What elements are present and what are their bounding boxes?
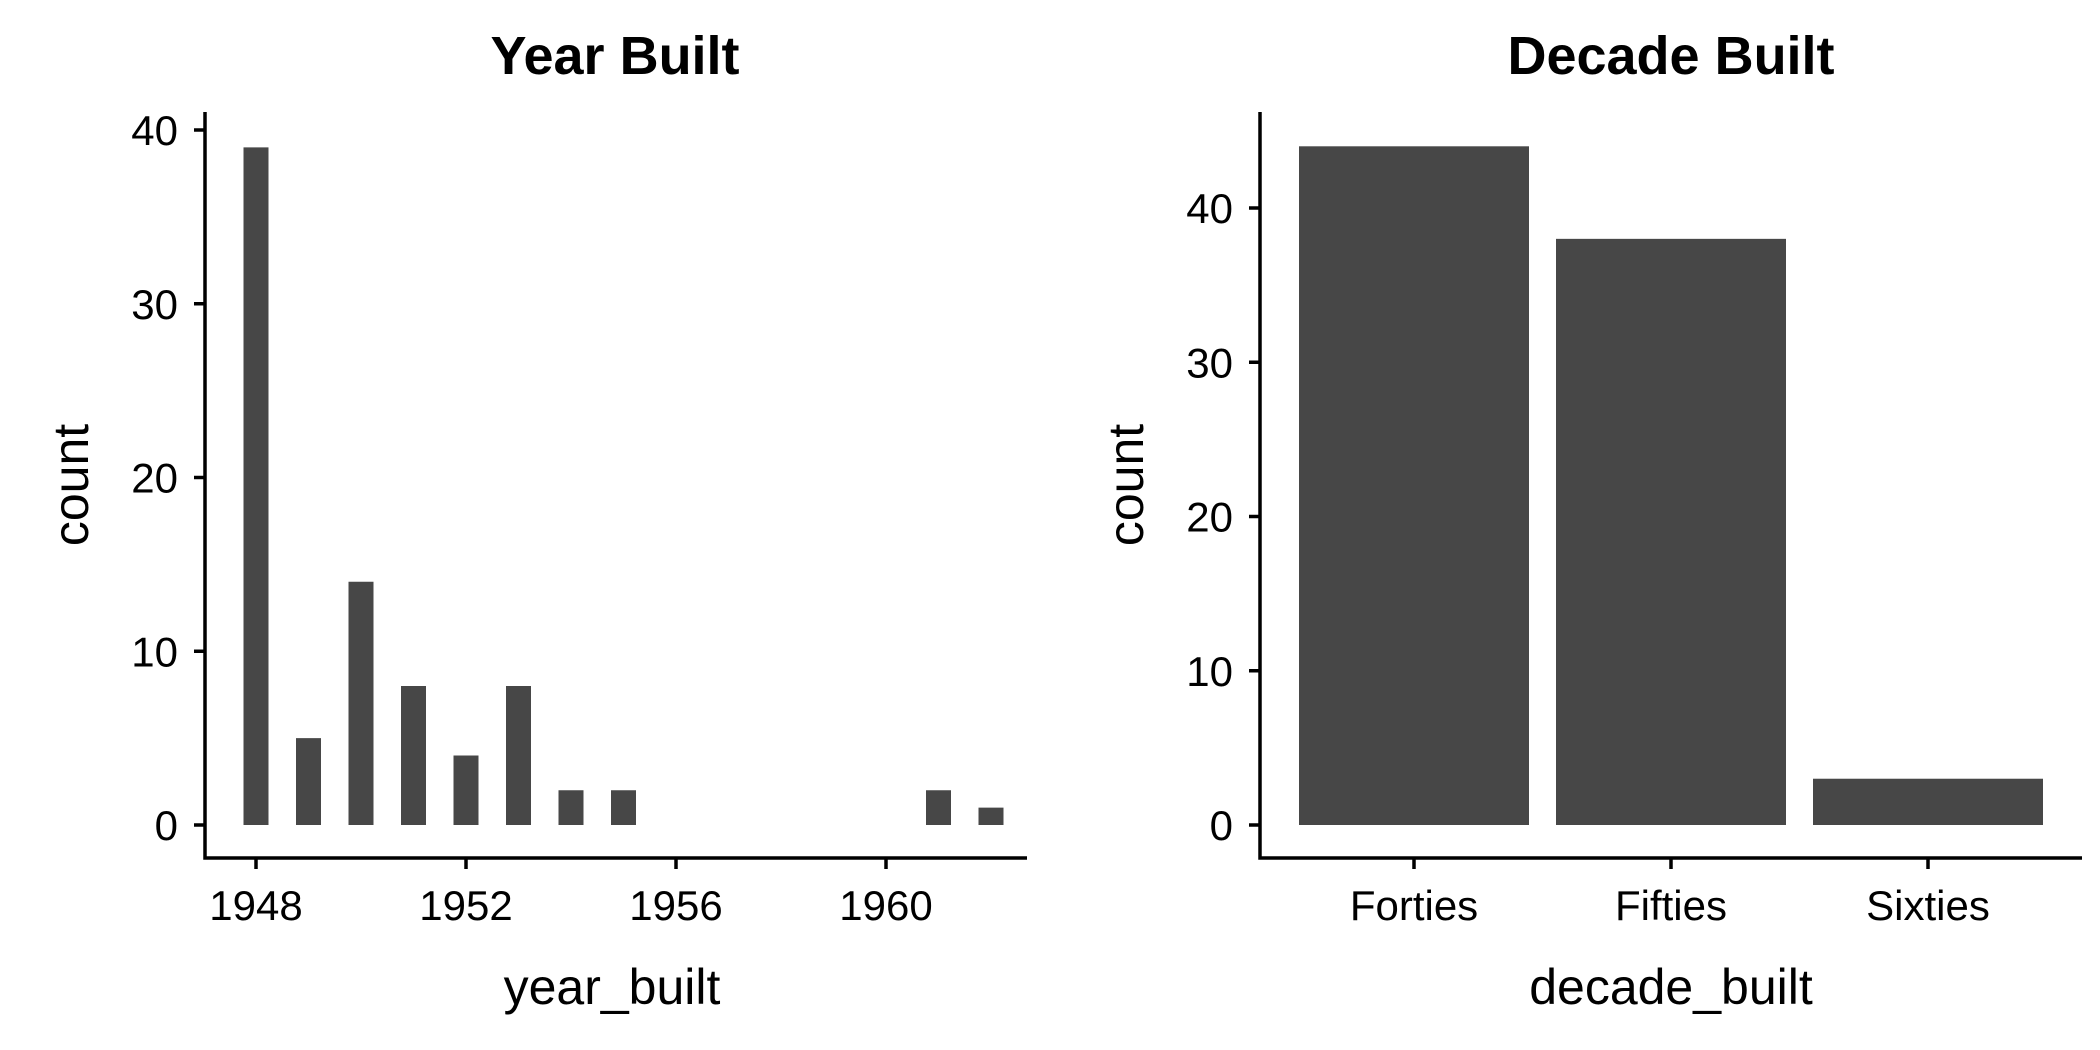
bar-1961 [926, 790, 951, 825]
bar-1953 [506, 686, 531, 825]
x-tick-label-fifties: Fifties [1615, 882, 1727, 929]
y-ticks-decade-built: 0 10 20 30 40 [1186, 185, 1260, 849]
y-tick-label-10: 10 [1186, 648, 1233, 695]
x-axis-title-year-built: year_built [504, 959, 721, 1015]
x-tick-label-1956: 1956 [629, 882, 722, 929]
bar-1952 [453, 755, 479, 825]
y-tick-label-30: 30 [131, 281, 178, 328]
y-tick-label-40: 40 [1186, 185, 1233, 232]
panel-decade-built: Decade Built count decade_built 0 10 20 30 4… [1098, 26, 2082, 1015]
bar-1954 [558, 790, 584, 825]
y-tick-label-20: 20 [131, 455, 178, 502]
bar-1950 [348, 581, 374, 825]
bar-1951 [401, 686, 426, 825]
y-tick-label-0: 0 [1210, 802, 1233, 849]
bar-1962 [978, 807, 1004, 825]
bar-1948 [243, 147, 269, 825]
x-tick-label-forties: Forties [1350, 882, 1478, 929]
x-ticks-decade-built: Forties Fifties Sixties [1350, 858, 1990, 929]
bar-1955 [611, 790, 636, 825]
y-tick-label-40: 40 [131, 107, 178, 154]
x-ticks-year-built: 1948 1952 1956 1960 [209, 858, 933, 929]
y-tick-label-30: 30 [1186, 339, 1233, 386]
x-tick-label-1952: 1952 [419, 882, 512, 929]
axis-lines-year-built [203, 112, 1027, 860]
y-tick-label-10: 10 [131, 628, 178, 675]
bar-1949 [296, 738, 321, 825]
bar-sixties [1813, 778, 2043, 825]
chart-title-year-built: Year Built [490, 26, 739, 86]
x-tick-label-1960: 1960 [839, 882, 932, 929]
chart-title-decade-built: Decade Built [1507, 26, 1834, 86]
bars-year-built [243, 147, 1004, 825]
x-axis-title-decade-built: decade_built [1529, 959, 1813, 1015]
y-axis-title-year-built: count [43, 424, 99, 546]
axis-lines-decade-built [1258, 112, 2082, 860]
bars-decade-built [1299, 146, 2043, 826]
x-tick-label-sixties: Sixties [1866, 882, 1990, 929]
y-tick-label-0: 0 [155, 802, 178, 849]
y-tick-label-20: 20 [1186, 494, 1233, 541]
bar-forties [1299, 146, 1529, 826]
panel-year-built: Year Built count year_built 0 10 20 30 40 19… [43, 26, 1027, 1015]
y-ticks-year-built: 0 10 20 30 40 [131, 107, 205, 849]
bar-fifties [1556, 238, 1786, 826]
y-axis-title-decade-built: count [1098, 424, 1154, 546]
x-tick-label-1948: 1948 [209, 882, 302, 929]
